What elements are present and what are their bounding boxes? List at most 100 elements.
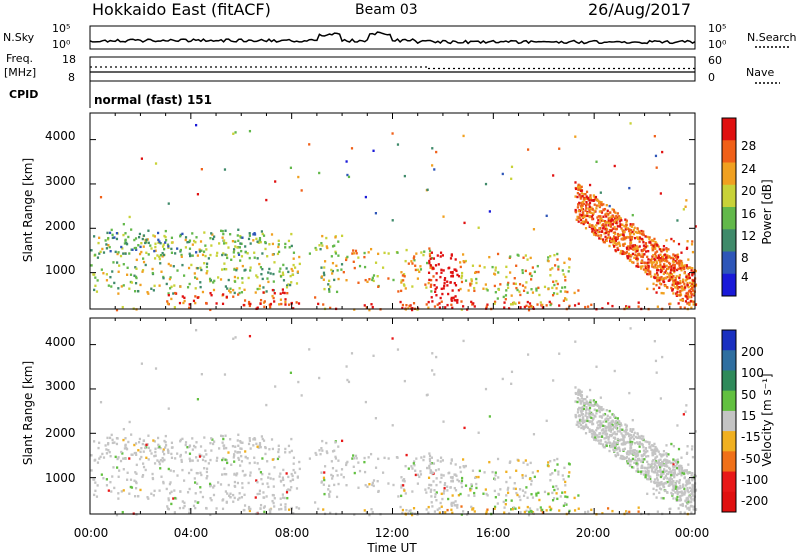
power-cell [333,244,336,247]
power-cell [503,306,506,309]
power-cell [330,268,333,272]
velocity-cell [427,511,430,514]
power-cell [407,262,410,265]
power-cell [689,291,693,294]
power-cell [281,288,284,291]
velocity-cell [191,437,194,440]
power-cell [594,195,598,199]
velocity-cell [93,478,96,481]
power-cell [370,303,373,306]
velocity-cell [593,414,596,417]
velocity-cell [605,420,608,423]
power-cell [167,293,170,297]
velocity-cell [284,505,287,509]
velocity-cell [105,478,108,481]
velocity-cell [510,382,513,386]
velocity-cell [277,448,280,451]
power-cell [644,268,647,272]
power-cell [223,262,226,265]
power-cell [94,276,97,279]
velocity-cell [526,463,529,466]
velocity-cell [576,423,579,426]
velocity-cell [521,474,524,477]
power-cell [231,239,235,243]
velocity-cell [658,484,661,487]
velocity-cell [295,487,299,490]
velocity-cell [364,483,367,487]
power-cell [652,253,655,257]
power-cell [579,205,582,208]
velocity-cell [233,460,236,463]
velocity-cell [122,457,125,460]
power-cell [558,304,561,307]
velocity-cell [438,511,441,514]
velocity-cell [154,450,157,454]
velocity-cell [687,490,690,494]
velocity-cell [364,400,367,404]
velocity-cell [164,446,167,449]
power-cell [660,266,663,270]
power-cell [272,296,275,300]
velocity-cell [273,497,276,500]
power-cell [364,278,367,282]
power-cell [475,277,478,281]
velocity-cell [167,407,170,410]
velocity-cell [617,446,621,449]
power-cell [422,253,425,257]
power-cell [607,231,610,235]
power-cell [98,252,101,255]
velocity-cell [266,482,269,485]
velocity-cell [686,488,689,492]
velocity-cell [509,476,512,479]
power-cell [368,278,371,281]
power-cell [115,237,119,241]
velocity-cell [678,478,681,482]
velocity-cell [627,460,630,463]
power-cell [612,243,615,246]
power-cell [241,264,244,268]
power-cell [134,266,137,269]
velocity-cell [167,497,170,500]
power-cell [671,289,674,292]
power-cell [233,255,236,258]
velocity-cell [501,377,504,381]
power-cell [519,293,522,297]
velocity-cell [646,466,649,469]
velocity-cell [637,470,640,473]
power-cell [692,303,695,306]
power-cell [374,261,378,264]
velocity-cell [111,441,114,445]
power-cell [588,201,592,205]
velocity-cell [281,476,285,479]
velocity-cell [693,487,696,491]
power-cell [431,300,434,303]
velocity-cell [376,479,379,483]
power-cell [624,225,627,229]
power-cell [440,271,443,274]
velocity-cell [678,481,681,485]
power-cell [685,274,688,277]
power-cell [401,306,404,310]
power-cell [618,234,622,237]
velocity-cell [179,440,182,443]
power-cell [265,198,268,202]
velocity-cell [548,505,551,509]
velocity-cell [493,507,496,510]
velocity-cell [639,436,642,439]
power-cell [186,241,189,244]
power-cell [577,188,580,191]
velocity-cell [632,466,635,469]
velocity-tick: 200 [741,345,764,359]
power-cell [259,302,262,305]
power-cell [403,284,406,287]
power-cell [597,204,601,207]
power-cell [291,273,295,277]
velocity-cell [618,421,621,425]
power-cell [260,230,264,233]
velocity-cell [602,443,605,446]
velocity-cell [193,481,197,484]
power-cell [664,269,668,273]
velocity-cell [333,483,336,487]
power-cell [686,283,689,287]
power-cell [505,275,508,279]
